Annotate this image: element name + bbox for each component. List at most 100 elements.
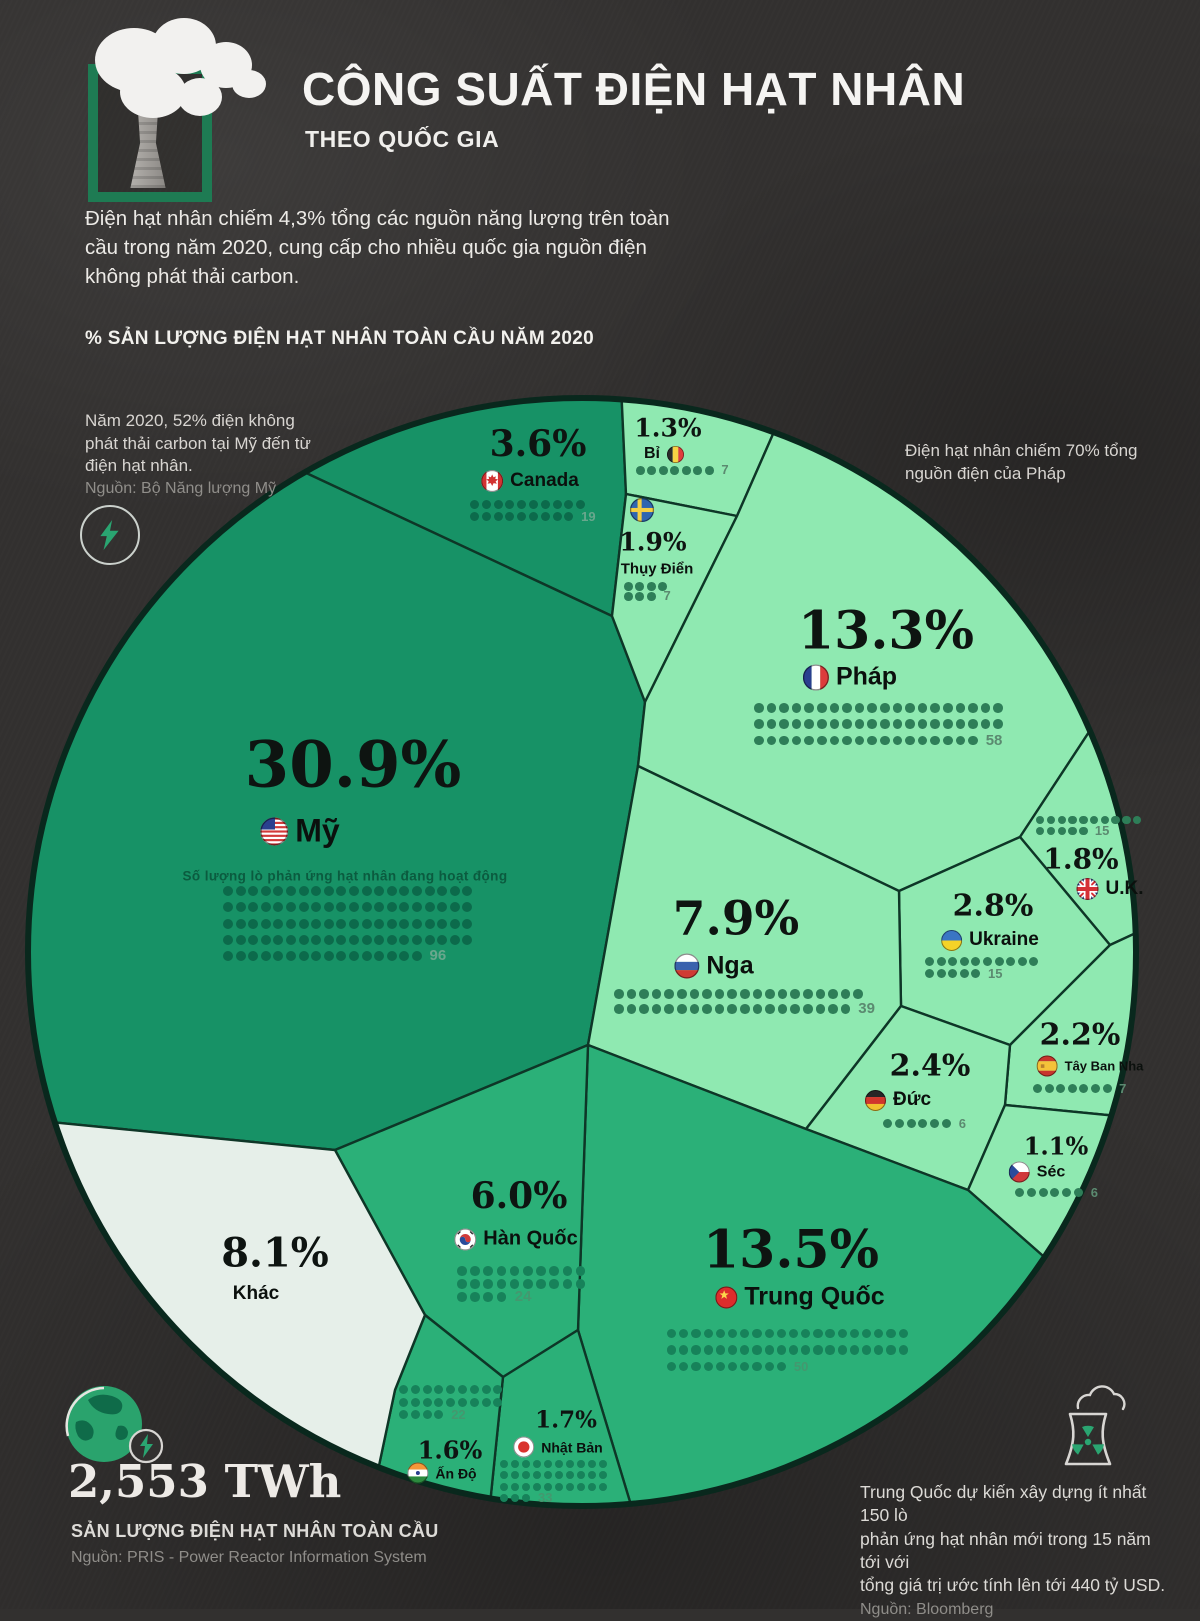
sweden-dot-row: 7 — [624, 590, 671, 602]
us-dot-row: 96 — [223, 948, 475, 963]
reactor-dot — [566, 1471, 574, 1480]
reactor-dot — [635, 582, 645, 591]
belgium-reactor-count: 7 — [721, 462, 729, 477]
chart-outer-ring — [25, 395, 1139, 1509]
reactor-dot — [968, 719, 978, 729]
reactor-dot — [1090, 1084, 1100, 1093]
reactor-dot — [298, 886, 309, 896]
reactor-dot — [511, 1493, 519, 1502]
reactor-dot — [849, 1329, 860, 1339]
reactor-dot — [813, 1345, 823, 1355]
reactor-dot — [566, 1482, 574, 1491]
reactor-dot — [948, 957, 958, 966]
reactor-dot — [752, 1345, 762, 1355]
other-country-label: Khác — [232, 1283, 280, 1304]
spain-flag-icon — [1036, 1055, 1058, 1077]
reactor-dot — [993, 719, 1003, 729]
reactor-dot — [779, 735, 789, 746]
reactor-dot — [1068, 816, 1077, 825]
reactor-dot — [925, 968, 934, 978]
reactor-dot — [434, 1410, 444, 1419]
reactor-dot — [399, 1397, 408, 1407]
germany-reactor-dots: 6 — [883, 1117, 966, 1130]
reactor-dot — [704, 466, 714, 475]
reactor-dot — [470, 500, 479, 509]
china-flag-icon — [715, 1286, 738, 1308]
reactor-dot — [481, 1385, 491, 1394]
reactor-dot — [500, 1460, 508, 1468]
reactor-dot — [842, 703, 852, 713]
reactor-dot — [336, 951, 347, 962]
reactor-dot — [776, 1345, 786, 1355]
reactor-dot — [1029, 957, 1039, 966]
reactor-dot — [285, 934, 296, 945]
note-line: điện hạt nhân. — [85, 456, 193, 476]
reactor-dot — [336, 918, 347, 929]
reactor-dot — [336, 934, 347, 945]
us-dot-row — [223, 934, 475, 945]
reactor-dot — [285, 951, 296, 962]
ukraine-percent-label: 2.8% — [952, 888, 1034, 924]
reactor-dot — [410, 1397, 420, 1407]
belgium-country-label: Bỉ — [644, 445, 660, 462]
reactor-dot — [449, 886, 460, 896]
reactor-dot — [336, 902, 347, 913]
reactor-dot — [599, 1460, 607, 1468]
reactor-dot — [777, 1004, 788, 1015]
reactor-dot — [235, 934, 246, 945]
reactor-dot — [549, 1278, 559, 1289]
globe-energy-icon — [60, 1382, 182, 1474]
belgium-flag-icon — [667, 445, 684, 463]
note-line: Điện hạt nhân chiếm 70% tổng — [905, 441, 1138, 460]
reactor-dot — [614, 1004, 624, 1015]
reactor-dot — [955, 719, 966, 729]
reactor-dot — [323, 951, 334, 962]
reactor-dot — [790, 989, 800, 999]
ukraine-dot-row — [925, 957, 1041, 966]
belgium-flag-name: Bỉ — [644, 445, 684, 463]
germany-dot-row: 6 — [883, 1117, 966, 1130]
reactor-dot — [664, 989, 674, 999]
canada-country-label: Canada — [510, 470, 579, 491]
us-flag-name: Mỹ — [260, 813, 340, 850]
china-flag-name: Trung Quốc — [715, 1283, 885, 1312]
uk-flag-icon — [1076, 878, 1099, 900]
reactor-dot — [348, 918, 359, 929]
page-title: CÔNG SUẤT ĐIỆN HẠT NHÂN — [302, 63, 966, 115]
russia-dot-row — [614, 989, 875, 999]
reactor-dot — [691, 1361, 701, 1372]
reactor-dot — [982, 957, 992, 966]
reactor-dot — [386, 902, 397, 913]
reactor-dot — [879, 703, 890, 713]
russia-flag-icon — [674, 953, 700, 979]
russia-country-label: Nga — [706, 951, 754, 980]
note-line: nguồn điện của Pháp — [905, 463, 1066, 483]
china-reactor-dots: 50 — [667, 1329, 911, 1378]
reactor-dot — [260, 902, 271, 913]
reactor-dot — [689, 1004, 700, 1015]
reactor-dot — [588, 1460, 596, 1468]
reactor-dot — [248, 934, 259, 945]
other-name-wrap: Khác — [233, 1283, 279, 1305]
reactor-dot — [980, 703, 991, 713]
reactor-dot — [764, 1361, 774, 1372]
note-line: Trung Quốc dự kiến xây dựng ít nhất 150 … — [860, 1482, 1147, 1526]
reactor-dot — [469, 1385, 479, 1394]
reactor-dot — [235, 918, 246, 929]
reactor-dot — [235, 902, 246, 913]
reactor-dot — [626, 1004, 637, 1015]
reactor-dot — [626, 989, 637, 999]
czech-reactor-dots: 6 — [1015, 1186, 1098, 1199]
intro-paragraph: Điện hạt nhân chiếm 4,3% tổng các nguồn … — [85, 207, 670, 289]
reactor-dot — [1057, 826, 1066, 836]
reactor-dot — [925, 957, 934, 966]
reactor-dot — [740, 1345, 750, 1355]
reactor-dot — [1068, 826, 1077, 836]
korea-dot-row: 24 — [457, 1289, 589, 1304]
reactor-dot — [764, 1345, 774, 1355]
reactor-dot — [449, 934, 460, 945]
france-note: Điện hạt nhân chiếm 70% tổng nguồn điện c… — [905, 440, 1175, 485]
reactor-dot — [905, 703, 915, 713]
reactor-dot — [829, 703, 840, 713]
reactor-dot — [765, 989, 775, 999]
